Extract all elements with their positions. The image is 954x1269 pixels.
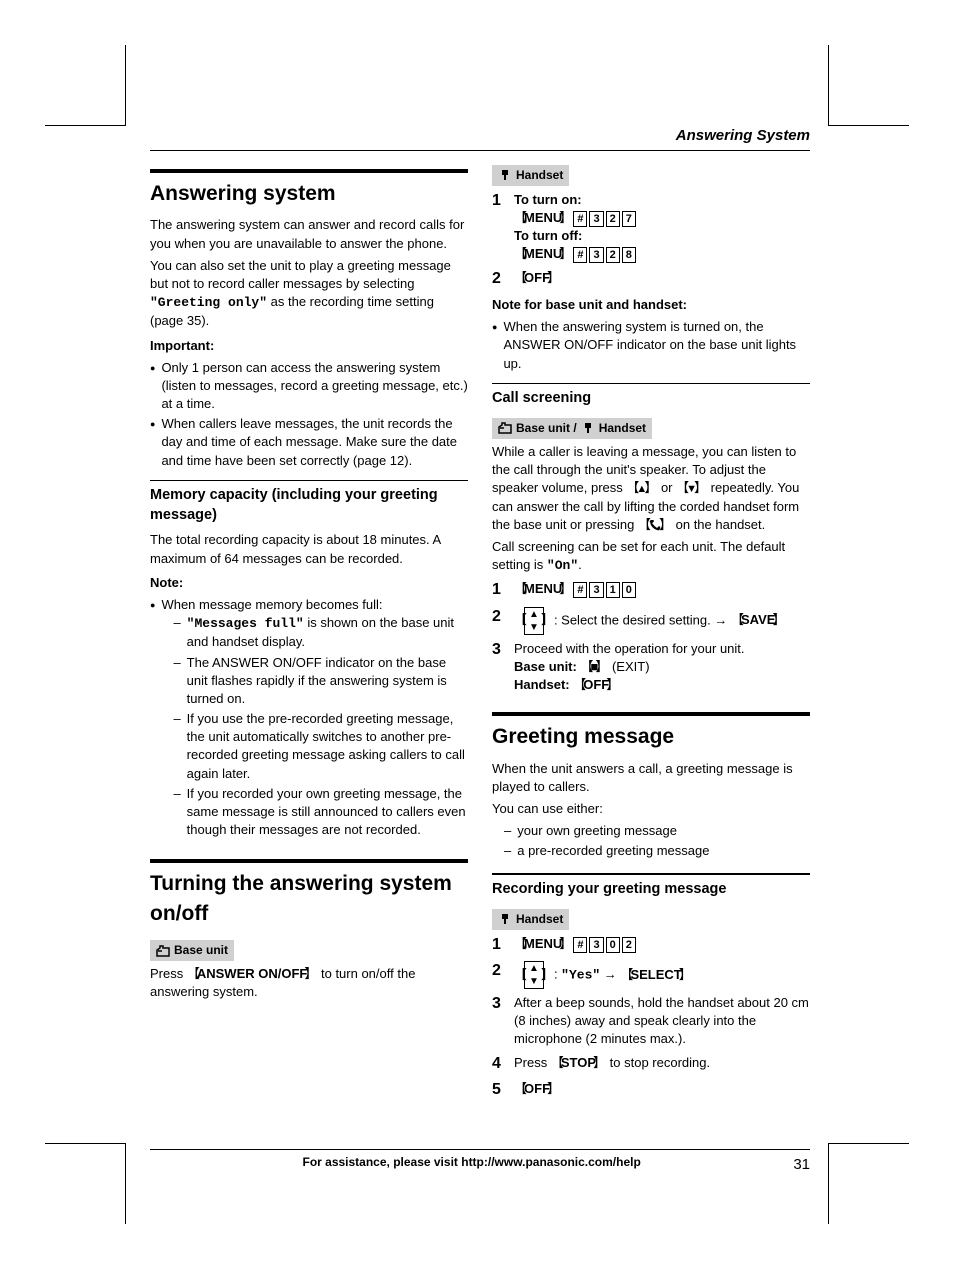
rec-step-2: 2 ▲▼: "Yes" → SELECT: [492, 960, 810, 989]
handset-icon: [581, 422, 595, 434]
important-item-1: Only 1 person can access the answering s…: [150, 359, 468, 414]
call-screen-p1: While a caller is leaving a message, you…: [492, 443, 810, 534]
cs-step-1: 1 MENU#310: [492, 579, 810, 601]
h1-greeting-message: Greeting message: [492, 722, 810, 751]
talk-icon: [648, 520, 662, 531]
tag-base-handset: Base unit / Handset: [492, 418, 652, 439]
note-base-handset-item: When the answering system is turned on, …: [492, 318, 810, 373]
intro-p2: You can also set the unit to play a gree…: [150, 257, 468, 331]
greeting-p2: You can use either:: [492, 800, 810, 818]
page-number: 31: [793, 1154, 810, 1175]
note-heading: Note:: [150, 574, 468, 592]
greeting-d1: your own greeting message: [504, 822, 810, 840]
cs-step-2: 2 ▲▼: Select the desired setting. → SAVE: [492, 606, 810, 635]
intro-p1: The answering system can answer and reco…: [150, 216, 468, 252]
up-arrow-icon: ▲: [636, 483, 647, 495]
rec-step-3: 3After a beep sounds, hold the handset a…: [492, 993, 810, 1049]
rec-step-1: 1 MENU#302: [492, 934, 810, 956]
call-screen-p2: Call screening can be set for each unit.…: [492, 538, 810, 575]
important-item-2: When callers leave messages, the unit re…: [150, 415, 468, 470]
note-dash-4: If you recorded your own greeting messag…: [173, 785, 468, 840]
important-heading: Important:: [150, 337, 468, 355]
stop-square-icon: ■: [590, 659, 598, 674]
note-dash-2: The ANSWER ON/OFF indicator on the base …: [173, 654, 468, 709]
cs-step-3: 3 Proceed with the operation for your un…: [492, 639, 810, 695]
note-bullet: When message memory becomes full: "Messa…: [150, 596, 468, 841]
tag-handset-rec: Handset: [492, 909, 569, 930]
h2-call-screening: Call screening: [492, 388, 810, 408]
h2-recording-greeting: Recording your greeting message: [492, 879, 810, 899]
rec-step-5: 5 OFF: [492, 1079, 810, 1101]
tag-handset-top: Handset: [492, 165, 569, 186]
greeting-p1: When the unit answers a call, a greeting…: [492, 760, 810, 796]
note-dash-1: "Messages full" is shown on the base uni…: [173, 614, 468, 651]
h2-memory-capacity: Memory capacity (including your greeting…: [150, 485, 468, 526]
down-arrow-icon: ▼: [686, 483, 697, 495]
footer-assist: For assistance, please visit http://www.…: [150, 1154, 793, 1175]
memory-p: The total recording capacity is about 18…: [150, 531, 468, 567]
note-base-handset-heading: Note for base unit and handset:: [492, 296, 810, 314]
base-unit-icon: [498, 422, 512, 434]
greeting-d2: a pre-recorded greeting message: [504, 842, 810, 860]
updown-icon: ▲▼: [524, 961, 544, 989]
tag-base-unit: Base unit: [150, 940, 234, 961]
rec-step-4: 4 Press STOP to stop recording.: [492, 1053, 810, 1075]
step-2-off: 2 OFF: [492, 268, 810, 290]
base-unit-icon: [156, 945, 170, 957]
updown-icon: ▲▼: [524, 607, 544, 635]
handset-icon: [498, 169, 512, 181]
turn-onoff-p: Press ANSWER ON/OFF to turn on/off the a…: [150, 965, 468, 1001]
page-footer: For assistance, please visit http://www.…: [150, 1149, 810, 1175]
step-1-turn-on: 1 To turn on: MENU#327 To turn off: MENU…: [492, 190, 810, 264]
page-header: Answering System: [150, 125, 810, 151]
h1-turning-onoff: Turning the answering system on/off: [150, 869, 468, 928]
handset-icon: [498, 913, 512, 925]
note-dash-3: If you use the pre-recorded greeting mes…: [173, 710, 468, 783]
h1-answering-system: Answering system: [150, 179, 468, 208]
